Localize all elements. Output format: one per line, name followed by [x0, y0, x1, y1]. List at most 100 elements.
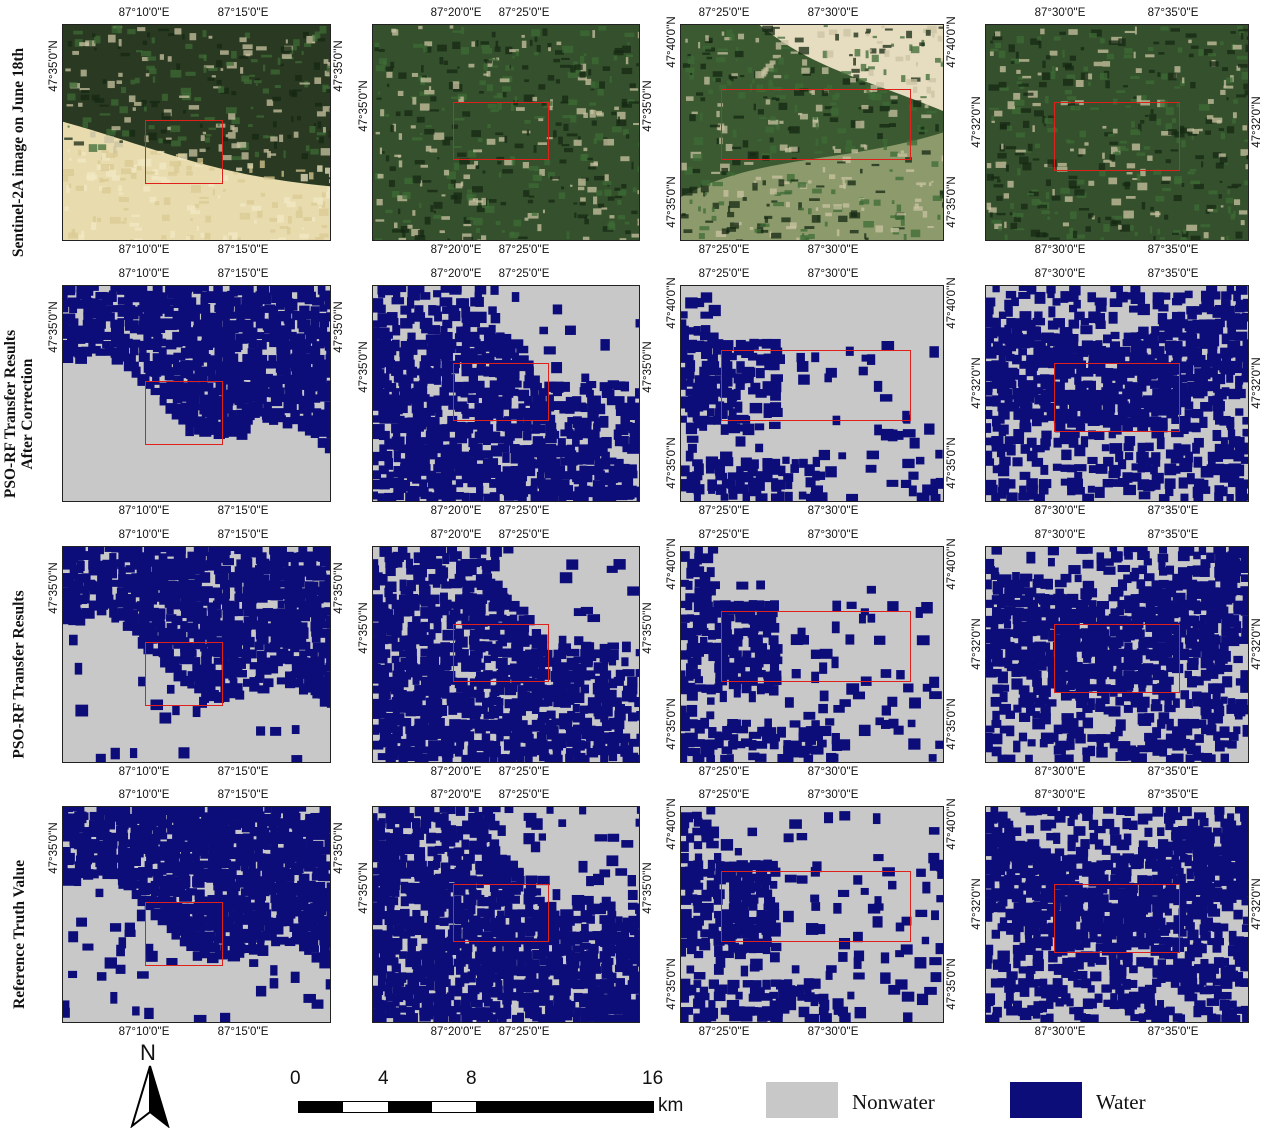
top-tick-label: 87°25'0''E: [498, 529, 550, 541]
bottom-tick-label: 87°30'0''E: [1034, 1026, 1086, 1038]
left-tick-label: 47°32'0''N: [971, 357, 983, 409]
top-tick-label: 87°10'0''E: [118, 529, 170, 541]
map-panel-truth-1: [62, 806, 331, 1023]
bottom-tick-label: 87°25'0''E: [498, 766, 550, 778]
classification-map: [681, 547, 943, 762]
classification-map: [986, 807, 1248, 1022]
bottom-tick-label: 87°10'0''E: [118, 244, 170, 256]
bottom-tick-label: 87°10'0''E: [118, 766, 170, 778]
right-tick-label: 47°35'0''N: [946, 176, 958, 228]
top-tick-label: 87°20'0''E: [430, 789, 482, 801]
top-tick-label: 87°25'0''E: [698, 529, 750, 541]
bottom-tick-label: 87°35'0''E: [1147, 505, 1199, 517]
classification-map: [63, 547, 330, 762]
top-tick-label: 87°30'0''E: [1034, 529, 1086, 541]
scale-bar: 0 4 8 16 km: [290, 1068, 696, 1128]
bottom-tick-label: 87°35'0''E: [1147, 766, 1199, 778]
classification-map: [63, 807, 330, 1022]
north-arrow: N: [126, 1040, 176, 1128]
row-label-text: PSO-RF Transfer Results: [10, 590, 28, 759]
top-tick-label: 87°25'0''E: [498, 7, 550, 19]
top-tick-label: 87°30'0''E: [1034, 268, 1086, 280]
scale-unit: km: [658, 1095, 684, 1116]
top-tick-label: 87°15'0''E: [217, 268, 269, 280]
map-panel-transfer-3: [680, 546, 944, 763]
map-panel-transfer-2: [372, 546, 640, 763]
left-tick-label: 47°35'0''N: [48, 562, 60, 614]
top-tick-label: 87°20'0''E: [430, 268, 482, 280]
bottom-tick-label: 87°15'0''E: [217, 244, 269, 256]
right-tick-label: 47°35'0''N: [333, 40, 345, 92]
bottom-tick-label: 87°20'0''E: [430, 766, 482, 778]
map-panel-truth-4: [985, 806, 1249, 1023]
legend-swatch-nonwater: [766, 1082, 838, 1118]
top-tick-label: 87°15'0''E: [217, 789, 269, 801]
classification-map: [681, 807, 943, 1022]
satellite-image: [63, 25, 330, 240]
bottom-tick-label: 87°30'0''E: [807, 505, 859, 517]
classification-map: [373, 547, 639, 762]
bottom-tick-label: 87°10'0''E: [118, 505, 170, 517]
right-tick-label: 47°35'0''N: [946, 958, 958, 1010]
bottom-tick-label: 87°15'0''E: [217, 1026, 269, 1038]
scale-bar-segments: [298, 1101, 654, 1113]
right-tick-label: 47°35'0''N: [642, 80, 654, 132]
top-tick-label: 87°10'0''E: [118, 268, 170, 280]
right-tick-label: 47°35'0''N: [946, 437, 958, 489]
bottom-tick-label: 87°30'0''E: [807, 766, 859, 778]
left-tick-label: 47°32'0''N: [971, 96, 983, 148]
legend-label-nonwater: Nonwater: [852, 1090, 935, 1114]
scale-label-4: 4: [378, 1068, 389, 1089]
bottom-tick-label: 87°15'0''E: [217, 766, 269, 778]
top-tick-label: 87°25'0''E: [498, 789, 550, 801]
satellite-image: [681, 25, 943, 240]
right-tick-label: 47°32'0''N: [1251, 96, 1263, 148]
row-label-text: Reference Truth Value: [10, 860, 28, 1009]
bottom-tick-label: 87°25'0''E: [698, 244, 750, 256]
right-tick-label: 47°35'0''N: [642, 341, 654, 393]
left-tick-label: 47°35'0''N: [358, 602, 370, 654]
top-tick-label: 87°30'0''E: [807, 789, 859, 801]
top-tick-label: 87°35'0''E: [1147, 529, 1199, 541]
left-tick-label: 47°35'0''N: [48, 822, 60, 874]
left-tick-label: 47°35'0''N: [48, 40, 60, 92]
map-panel-sentinel-3: [680, 24, 944, 241]
top-tick-label: 87°10'0''E: [118, 789, 170, 801]
top-tick-label: 87°30'0''E: [1034, 7, 1086, 19]
bottom-tick-label: 87°30'0''E: [1034, 505, 1086, 517]
bottom-tick-label: 87°30'0''E: [807, 244, 859, 256]
left-tick-label: 47°40'0''N: [666, 277, 678, 329]
bottom-tick-label: 87°25'0''E: [498, 1026, 550, 1038]
top-tick-label: 87°25'0''E: [698, 268, 750, 280]
right-tick-label: 47°35'0''N: [642, 862, 654, 914]
right-tick-label: 47°35'0''N: [946, 698, 958, 750]
top-tick-label: 87°10'0''E: [118, 7, 170, 19]
bottom-tick-label: 87°25'0''E: [498, 244, 550, 256]
bottom-tick-label: 87°15'0''E: [217, 505, 269, 517]
left-tick-label: 47°40'0''N: [666, 538, 678, 590]
classification-map: [986, 547, 1248, 762]
classification-map: [373, 807, 639, 1022]
left-tick-label: 47°35'0''N: [358, 80, 370, 132]
row-label-text: PSO-RF Transfer Results After Correction: [2, 329, 37, 498]
north-arrow-icon: [130, 1065, 170, 1128]
left-tick-label: 47°35'0''N: [358, 341, 370, 393]
map-panel-corrected-4: [985, 285, 1249, 502]
bottom-tick-label: 87°35'0''E: [1147, 244, 1199, 256]
left-tick-label: 47°32'0''N: [971, 618, 983, 670]
satellite-image: [373, 25, 639, 240]
bottom-tick-label: 87°30'0''E: [807, 1026, 859, 1038]
row-label-corrected: PSO-RF Transfer Results After Correction: [2, 285, 37, 542]
right-tick-label: 47°35'0''N: [333, 822, 345, 874]
bottom-tick-label: 87°35'0''E: [1147, 1026, 1199, 1038]
map-panel-corrected-3: [680, 285, 944, 502]
top-tick-label: 87°30'0''E: [807, 529, 859, 541]
top-tick-label: 87°20'0''E: [430, 7, 482, 19]
bottom-tick-label: 87°10'0''E: [118, 1026, 170, 1038]
scale-label-0: 0: [290, 1068, 301, 1089]
map-panel-sentinel-2: [372, 24, 640, 241]
right-tick-label: 47°40'0''N: [946, 538, 958, 590]
map-panel-transfer-4: [985, 546, 1249, 763]
classification-map: [986, 286, 1248, 501]
top-tick-label: 87°20'0''E: [430, 529, 482, 541]
